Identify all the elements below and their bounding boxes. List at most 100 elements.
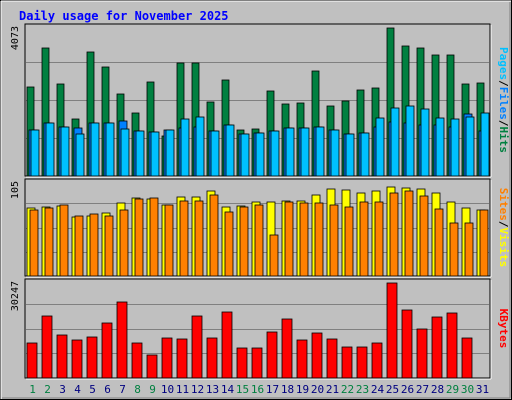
- day-label: 16: [251, 383, 264, 396]
- pages-bar: [150, 131, 160, 177]
- sites-bar: [374, 201, 384, 277]
- kbytes-bar: [176, 338, 188, 379]
- visits-side-label: Sites/Visits: [497, 188, 510, 268]
- pages-bar: [90, 122, 100, 177]
- kbytes-bar: [41, 315, 53, 379]
- pages-bar: [345, 133, 355, 177]
- day-label: 3: [59, 383, 66, 396]
- day-label: 14: [221, 383, 235, 396]
- kbytes-bar: [236, 347, 248, 379]
- kbytes-bar: [371, 342, 383, 379]
- sites-bar: [419, 195, 429, 277]
- pages-bar: [420, 108, 430, 177]
- day-label: 25: [386, 383, 399, 396]
- hits-side-label: Pages/Files/Hits: [497, 47, 510, 153]
- kbytes-bar: [326, 338, 338, 379]
- sites-bar: [404, 190, 414, 277]
- kbytes-bar: [116, 301, 128, 379]
- sites-bar: [164, 204, 174, 277]
- sites-bar: [59, 204, 69, 277]
- sites-bar: [119, 209, 129, 277]
- kbytes-bar: [446, 312, 458, 379]
- pages-bar: [450, 118, 460, 177]
- pages-bar: [240, 133, 250, 177]
- day-label: 11: [176, 383, 189, 396]
- sites-bar: [134, 198, 144, 277]
- sites-bar: [284, 201, 294, 277]
- sites-bar: [89, 213, 99, 277]
- kbytes-bar: [56, 334, 68, 379]
- kbytes-bar: [386, 282, 398, 379]
- sites-bar: [269, 234, 279, 277]
- pages-bar: [135, 130, 145, 177]
- sites-bar: [389, 192, 399, 277]
- pages-bar: [225, 124, 235, 177]
- pages-bar: [255, 132, 265, 177]
- pages-bar: [270, 130, 280, 177]
- sites-bar: [329, 204, 339, 277]
- day-label: 19: [296, 383, 309, 396]
- day-label: 24: [371, 383, 385, 396]
- kbytes-bar: [131, 342, 143, 379]
- kbytes-bar: [266, 331, 278, 379]
- chart-title: Daily usage for November 2025: [19, 9, 229, 23]
- kbytes-bar: [251, 347, 263, 379]
- sites-bar: [224, 211, 234, 277]
- sites-bar: [359, 201, 369, 277]
- day-label: 10: [161, 383, 174, 396]
- day-label: 8: [134, 383, 141, 396]
- sites-bar: [179, 200, 189, 277]
- visits-max-label: 105: [10, 181, 21, 199]
- kbytes-bar: [281, 318, 293, 379]
- kbytes-bar: [86, 336, 98, 379]
- day-label: 12: [191, 383, 204, 396]
- kbytes-bar: [416, 328, 428, 379]
- pages-bar: [105, 122, 115, 177]
- sites-bar: [299, 202, 309, 277]
- pages-bar: [375, 117, 385, 177]
- pages-bar: [330, 129, 340, 177]
- day-label: 9: [149, 383, 156, 396]
- day-label: 20: [311, 383, 324, 396]
- day-label: 29: [446, 383, 459, 396]
- sites-bar: [44, 207, 54, 277]
- day-label: 27: [416, 383, 429, 396]
- sites-bar: [104, 215, 114, 277]
- pages-bar: [60, 126, 70, 177]
- sites-bar: [239, 206, 249, 277]
- day-label: 13: [206, 383, 219, 396]
- day-label: 1: [29, 383, 36, 396]
- pages-bar: [390, 107, 400, 177]
- sites-bar: [344, 206, 354, 277]
- sites-bar: [434, 208, 444, 277]
- pages-bar: [165, 129, 175, 177]
- day-label: 15: [236, 383, 249, 396]
- pages-bar: [120, 128, 130, 177]
- pages-bar: [300, 127, 310, 177]
- day-label: 30: [461, 383, 474, 396]
- day-label: 22: [341, 383, 354, 396]
- kbytes-bar: [356, 346, 368, 379]
- pages-bar: [30, 129, 40, 177]
- kbytes-bar: [461, 337, 473, 379]
- pages-bar: [315, 126, 325, 177]
- pages-bar: [210, 130, 220, 177]
- kbytes-max-label: 30247: [10, 281, 21, 311]
- kbytes-bar: [221, 311, 233, 379]
- day-label: 17: [266, 383, 279, 396]
- kbytes-bar: [161, 337, 173, 379]
- day-label: 31: [476, 383, 489, 396]
- kbytes-bar: [191, 315, 203, 379]
- kbytes-bar: [26, 342, 38, 379]
- kbytes-bar: [431, 316, 443, 379]
- pages-bar: [180, 118, 190, 177]
- sites-bar: [74, 215, 84, 277]
- pages-bar: [360, 132, 370, 177]
- kbytes-side-label: KBytes: [497, 309, 510, 349]
- day-label: 2: [44, 383, 51, 396]
- day-label: 28: [431, 383, 444, 396]
- day-label: 26: [401, 383, 414, 396]
- kbytes-bar: [341, 346, 353, 379]
- pages-bar: [465, 116, 475, 177]
